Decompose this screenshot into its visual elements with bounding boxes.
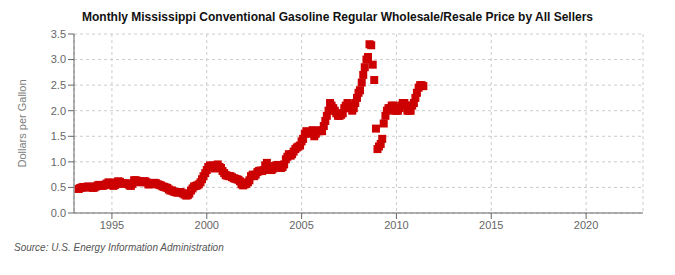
svg-text:1.5: 1.5 (51, 130, 66, 142)
svg-text:0.0: 0.0 (51, 207, 66, 219)
html-text:Source: U.S. Energy Informatio: Source: U.S. Energy Information Administ… (14, 242, 224, 253)
svg-text:1995: 1995 (100, 219, 124, 231)
svg-text:2020: 2020 (574, 219, 598, 231)
svg-text:3.5: 3.5 (51, 28, 66, 40)
svg-text:2005: 2005 (289, 219, 313, 231)
svg-text:2015: 2015 (479, 219, 503, 231)
svg-text:3.0: 3.0 (51, 53, 66, 65)
svg-text:2.0: 2.0 (51, 105, 66, 117)
svg-text:2000: 2000 (195, 219, 219, 231)
svg-text:2010: 2010 (384, 219, 408, 231)
svg-text:Dollars per Gallon: Dollars per Gallon (16, 79, 28, 167)
svg-text:2.5: 2.5 (51, 79, 66, 91)
svg-text:0.5: 0.5 (51, 181, 66, 193)
svg-text:1.0: 1.0 (51, 156, 66, 168)
html-text:Monthly Mississippi Convention: Monthly Mississippi Conventional Gasolin… (82, 10, 593, 24)
